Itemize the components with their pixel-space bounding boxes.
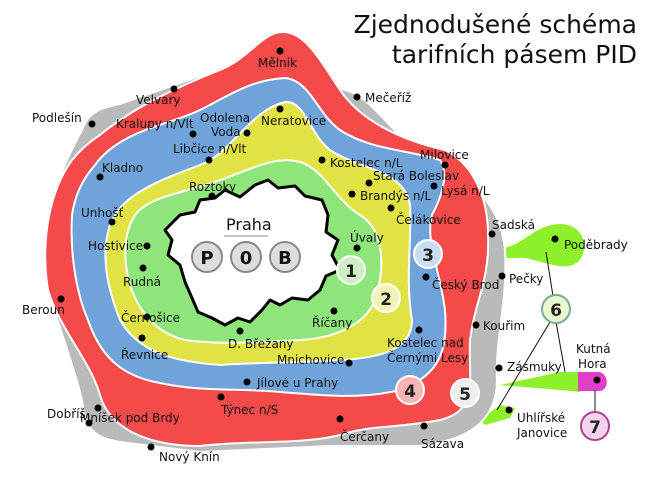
town-d-brezany: D. Břežany — [228, 337, 294, 351]
town-odolena-voda-2: Voda — [211, 125, 241, 139]
zone-number-badges: 1 2 3 4 5 6 7 — [336, 239, 610, 441]
town-kralupy: Kralupy n/Vlt — [116, 117, 194, 131]
town-zasmuky: Zásmuky — [507, 360, 562, 374]
town-cesky-brod: Český Brod — [432, 277, 499, 292]
town-libcice: Libčice n/Vlt — [173, 142, 247, 156]
town-podebrady: Poděbrady — [564, 238, 628, 252]
praha-label: Praha — [226, 215, 272, 234]
town-neratovice: Neratovice — [261, 114, 326, 128]
town-mnichovice: Mnichovice — [277, 353, 344, 367]
town-jilove: Jílové u Prahy — [256, 376, 338, 390]
zone-badge-0-label: 0 — [240, 248, 253, 269]
town-kutna-hora-2: Hora — [578, 357, 607, 371]
zone-6-badge: 6 — [550, 301, 562, 321]
town-podlesin: Podlešín — [32, 111, 82, 125]
town-kostelec-cl-1: Kostelec nad — [387, 336, 464, 350]
town-velvary: Velvary — [136, 93, 180, 107]
town-brandys: Brandýs n/L — [360, 189, 432, 203]
town-kutna-hora-1: Kutná — [576, 342, 611, 356]
town-uvaly: Úvaly — [350, 230, 384, 245]
town-celakovice: Čelákovice — [396, 212, 461, 227]
town-tynec: Týnec n/S — [220, 403, 278, 417]
town-kladno: Kladno — [102, 161, 143, 175]
town-kourim: Kouřim — [483, 319, 525, 333]
town-sazava: Sázava — [421, 437, 464, 451]
town-melnik: Mělník — [258, 56, 297, 70]
town-uhlirske-1: Uhlířské — [517, 411, 565, 425]
town-odolena-voda-1: Odolena — [200, 111, 250, 125]
town-dobris: Dobříš — [47, 407, 86, 421]
zone-3-badge: 3 — [422, 246, 434, 266]
town-kostelec-cl-2: Černými Lesy — [387, 350, 468, 365]
zone-6-connectors — [496, 251, 596, 412]
town-milovice: Milovice — [420, 148, 469, 162]
town-lysa: Lysá n/L — [441, 184, 490, 198]
town-ricany: Říčany — [312, 315, 352, 330]
town-hostivice: Hostivice — [88, 239, 143, 253]
zone-badge-b-label: B — [278, 248, 292, 269]
zone-badge-0 — [230, 241, 262, 273]
zone-7-area — [578, 372, 607, 391]
town-stara-boleslav: Stará Boleslav — [373, 169, 459, 183]
town-uhlirske-2: Janovice — [516, 426, 567, 440]
town-dots — [57, 47, 601, 451]
title-line-1: Zjednodušené schéma — [354, 10, 637, 39]
town-unhost: Unhošť — [81, 206, 124, 220]
zone-1-badge: 1 — [345, 262, 357, 282]
town-rudna: Rudná — [123, 275, 161, 289]
town-revnice: Řevnice — [121, 347, 168, 362]
zone-badge-b — [269, 241, 301, 273]
zone-7-badge: 7 — [589, 418, 601, 438]
town-novy-knin: Nový Knín — [159, 450, 220, 464]
zone-2-badge: 2 — [380, 290, 392, 310]
title-line-2: tarifních pásem PID — [392, 40, 637, 69]
town-cernosice: Černošice — [121, 310, 180, 325]
zone-4-badge: 4 — [404, 382, 416, 402]
town-kostelec-nl: Kostelec n/L — [330, 156, 403, 170]
zone-badge-p-label: P — [200, 248, 213, 269]
town-roztoky: Roztoky — [189, 180, 236, 194]
town-cercany: Čerčany — [340, 429, 389, 444]
town-labels: Mělník Mečeříž Podlešín Velvary Kralupy … — [22, 56, 628, 464]
town-sadska: Sadská — [492, 218, 535, 232]
praha-zone-badges: P 0 B — [191, 241, 301, 273]
town-meceriz: Mečeříž — [365, 91, 411, 105]
town-mnisek: Mníšek pod Brdy — [80, 411, 180, 425]
town-pecky: Pečky — [509, 272, 543, 286]
town-beroun: Beroun — [22, 303, 65, 317]
zone-6-area — [480, 224, 585, 425]
zone-5-badge: 5 — [459, 385, 471, 405]
zone-badge-p — [191, 241, 223, 273]
